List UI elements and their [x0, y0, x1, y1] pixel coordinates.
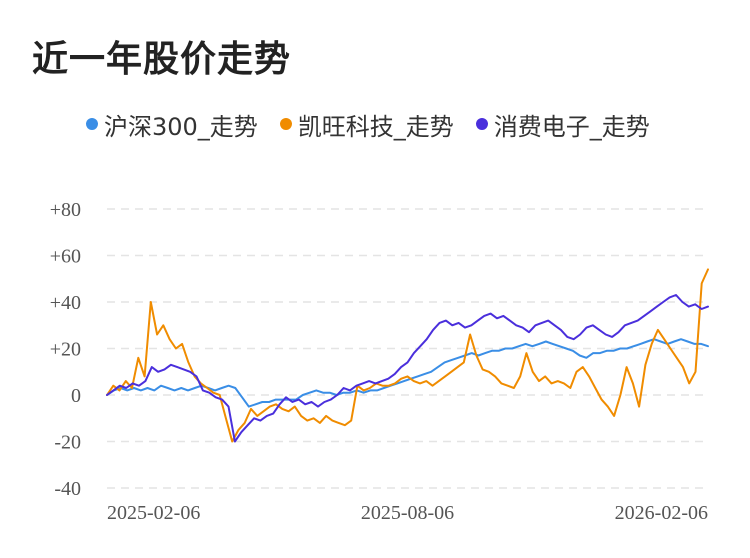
- legend-label: 沪深300_走势: [104, 112, 258, 141]
- legend-marker: [86, 118, 98, 130]
- chart-title: 近一年股价走势: [32, 39, 292, 80]
- x-tick-label: 2025-02-06: [107, 502, 200, 524]
- legend-marker: [475, 118, 488, 130]
- y-tick-label: +60: [50, 246, 81, 268]
- legend-label: 凯旺科技_走势: [297, 112, 454, 141]
- y-tick-label: 0: [71, 385, 81, 407]
- x-tick-label: 2025-08-06: [361, 502, 454, 524]
- series-line-2: [106, 294, 709, 443]
- series-line-0: [106, 338, 709, 408]
- y-tick-label: +80: [50, 199, 81, 221]
- y-tick-label: +40: [50, 292, 81, 314]
- legend-item-kaiwang[interactable]: 凯旺科技_走势: [279, 107, 454, 142]
- x-tick-label: 2026-02-06: [615, 502, 708, 524]
- legend-item-consumer-electronics[interactable]: 消费电子_走势: [475, 107, 650, 142]
- legend-label: 消费电子_走势: [493, 112, 650, 141]
- series-line-1: [106, 268, 709, 443]
- y-tick-label: +20: [50, 339, 81, 361]
- legend-item-hs300[interactable]: 沪深300_走势: [86, 107, 258, 142]
- y-tick-label: -20: [54, 432, 81, 454]
- legend-marker: [279, 118, 292, 130]
- chart-legend: 沪深300_走势 凯旺科技_走势 消费电子_走势: [86, 107, 672, 142]
- y-tick-label: -40: [54, 478, 81, 500]
